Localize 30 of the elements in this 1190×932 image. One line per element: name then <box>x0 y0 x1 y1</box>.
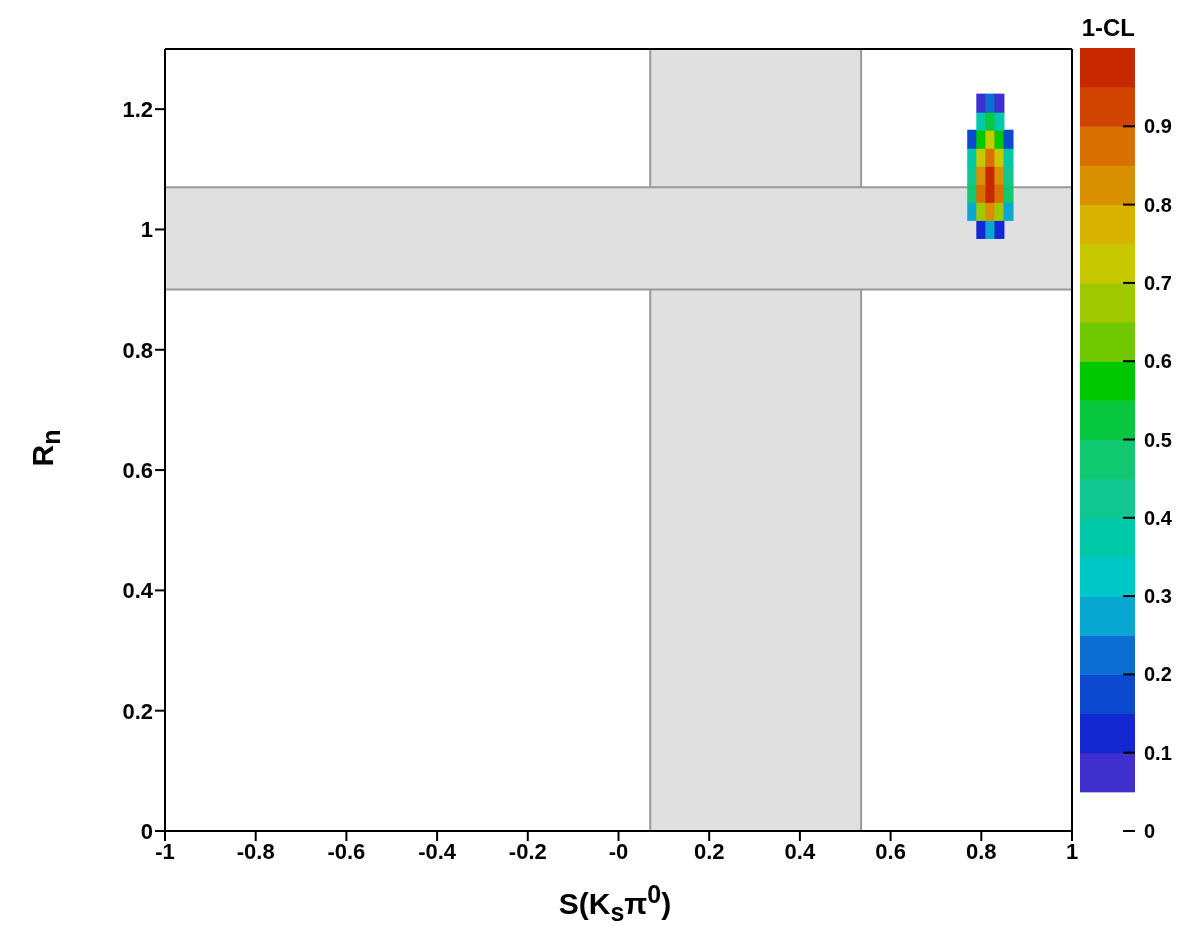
x-tick-label: -0 <box>608 838 629 864</box>
color-bar-label: 0.5 <box>1144 428 1172 451</box>
color-bar-label: 0.6 <box>1144 350 1172 373</box>
x-tick-label: -0.8 <box>236 838 275 864</box>
color-bar-label: 0.3 <box>1144 585 1172 608</box>
x-tick-label: 0.2 <box>693 838 725 864</box>
color-bar-label: 0.2 <box>1144 663 1172 686</box>
y-tick-label: 0.2 <box>122 698 153 724</box>
color-bar-label: 0.7 <box>1144 271 1172 294</box>
x-tick-label: 0.4 <box>784 838 816 864</box>
y-tick-label: 1.2 <box>122 96 153 122</box>
color-bar-label: 0.1 <box>1144 741 1172 764</box>
y-tick-label: 0.4 <box>122 578 154 604</box>
x-tick-label: -0.6 <box>327 838 366 864</box>
color-bar-label: 0.8 <box>1144 193 1172 216</box>
x-tick-label: -1 <box>155 838 175 864</box>
x-tick-label: 0.8 <box>966 838 997 864</box>
y-tick-label: 0.6 <box>122 457 153 483</box>
color-bar-label: 0.9 <box>1144 115 1172 138</box>
x-tick-label: -0.2 <box>508 838 547 864</box>
y-tick-label: 0 <box>140 818 153 844</box>
y-tick-label: 0.8 <box>122 337 153 363</box>
y-tick-label: 1 <box>140 217 153 243</box>
x-axis-title: S(K$_{s}$π$^{0}$) <box>557 880 673 927</box>
color-bar-title: 1-CL <box>1081 14 1135 41</box>
color-bar-label: 0 <box>1144 820 1156 842</box>
x-tick-label: 1 <box>1065 838 1079 864</box>
x-tick-label: 0.6 <box>875 838 906 864</box>
x-tick-label: -0.4 <box>418 838 457 864</box>
color-bar-label: 0.4 <box>1144 506 1173 529</box>
